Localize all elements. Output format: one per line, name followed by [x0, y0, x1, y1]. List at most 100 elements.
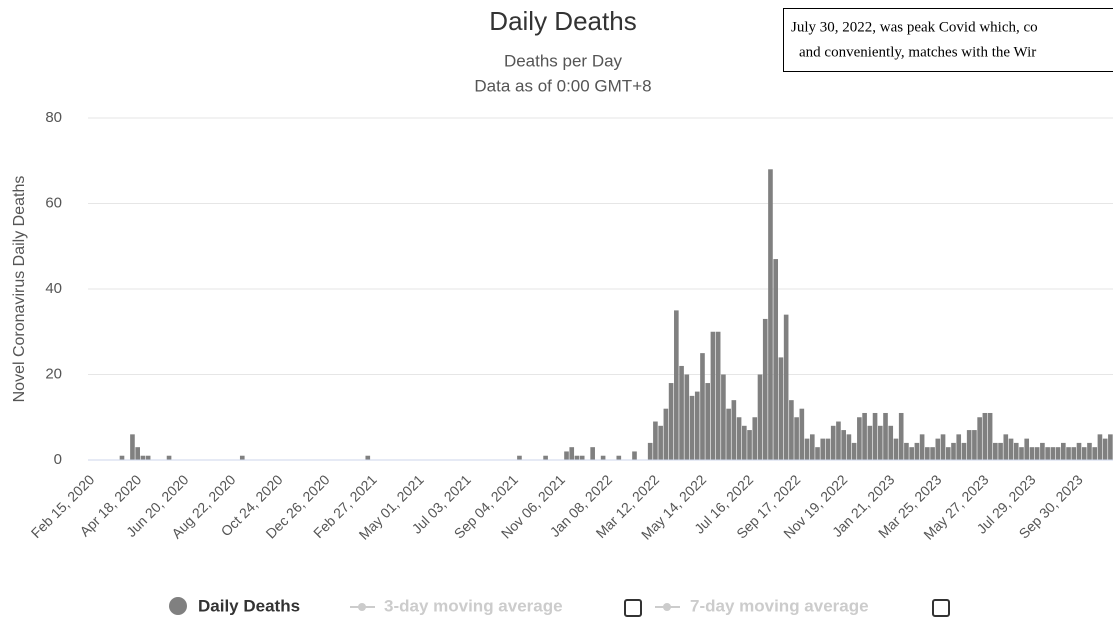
bar — [732, 400, 737, 460]
bar — [120, 456, 125, 460]
bar — [700, 353, 705, 460]
legend-label[interactable]: Daily Deaths — [198, 596, 300, 615]
bar — [1014, 443, 1019, 460]
bar — [695, 392, 700, 460]
bar — [737, 417, 742, 460]
bar — [925, 447, 930, 460]
bar — [711, 332, 716, 460]
legend-marker[interactable] — [169, 597, 187, 615]
checkbox[interactable] — [625, 600, 641, 616]
bar — [763, 319, 768, 460]
bar — [768, 169, 773, 460]
y-tick-label: 60 — [45, 194, 62, 211]
bar — [1040, 443, 1045, 460]
bar — [941, 434, 946, 460]
bar — [1103, 439, 1108, 460]
bar — [993, 443, 998, 460]
bar — [726, 409, 731, 460]
bar — [632, 451, 637, 460]
bar — [805, 439, 810, 460]
legend-label[interactable]: 3-day moving average — [384, 596, 563, 615]
bar — [873, 413, 878, 460]
legend-label[interactable]: 7-day moving average — [690, 596, 869, 615]
bar — [1009, 439, 1014, 460]
y-tick-label: 80 — [45, 109, 62, 126]
legend-marker[interactable] — [358, 603, 366, 611]
bar — [972, 430, 977, 460]
bar — [543, 456, 548, 460]
bar — [852, 443, 857, 460]
y-tick-label: 40 — [45, 280, 62, 297]
bar — [956, 434, 961, 460]
bar — [653, 422, 658, 460]
bar — [1087, 443, 1092, 460]
bar — [1098, 434, 1103, 460]
bar — [721, 375, 726, 461]
bar — [810, 434, 815, 460]
bar — [1019, 447, 1024, 460]
bar — [836, 422, 841, 460]
bar — [773, 259, 778, 460]
annotation: and conveniently, matches with the Wir — [799, 44, 1036, 60]
bar — [1092, 447, 1097, 460]
annotation-box — [784, 9, 1113, 72]
bar — [1071, 447, 1076, 460]
bar — [820, 439, 825, 460]
bar — [920, 434, 925, 460]
bar — [789, 400, 794, 460]
bar — [130, 434, 135, 460]
bar — [752, 417, 757, 460]
bar — [716, 332, 721, 460]
bar — [967, 430, 972, 460]
bar — [517, 456, 522, 460]
bar — [888, 426, 893, 460]
bar — [1035, 447, 1040, 460]
bar — [1108, 434, 1113, 460]
bar — [815, 447, 820, 460]
bar — [141, 456, 146, 460]
bar — [1061, 443, 1066, 460]
checkbox[interactable] — [933, 600, 949, 616]
bar — [899, 413, 904, 460]
bar — [1003, 434, 1008, 460]
bar — [1024, 439, 1029, 460]
bar — [1066, 447, 1071, 460]
bar — [569, 447, 574, 460]
bar — [705, 383, 710, 460]
bar — [684, 375, 689, 461]
bar — [135, 447, 140, 460]
bar — [894, 439, 899, 460]
bar — [951, 443, 956, 460]
bar — [564, 451, 569, 460]
bar — [831, 426, 836, 460]
bar — [616, 456, 621, 460]
bar — [1051, 447, 1056, 460]
y-tick-label: 20 — [45, 365, 62, 382]
bar — [742, 426, 747, 460]
bar — [878, 426, 883, 460]
bar — [946, 447, 951, 460]
bar — [1056, 447, 1061, 460]
legend-marker[interactable] — [663, 603, 671, 611]
bar — [909, 447, 914, 460]
chart-subtitle: Deaths per Day — [504, 51, 623, 70]
bar — [983, 413, 988, 460]
bar — [240, 456, 245, 460]
bar — [1077, 443, 1082, 460]
bar — [590, 447, 595, 460]
bar — [977, 417, 982, 460]
chart-subtitle: Data as of 0:00 GMT+8 — [474, 76, 651, 95]
bar — [575, 456, 580, 460]
chart-title: Daily Deaths — [489, 6, 636, 36]
bar — [146, 456, 151, 460]
bar — [648, 443, 653, 460]
bar — [679, 366, 684, 460]
bar — [167, 456, 172, 460]
bar — [601, 456, 606, 460]
bar — [883, 413, 888, 460]
bar — [690, 396, 695, 460]
bar — [935, 439, 940, 460]
bar — [1045, 447, 1050, 460]
bar — [580, 456, 585, 460]
